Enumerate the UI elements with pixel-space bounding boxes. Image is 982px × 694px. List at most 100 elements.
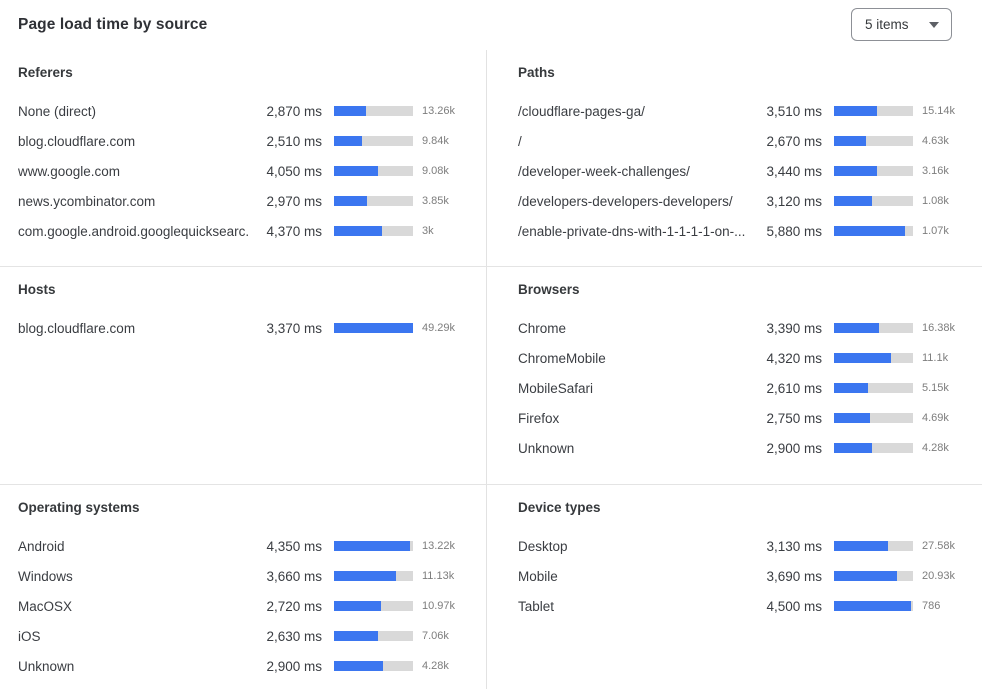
metric-row: ChromeMobile 4,320 ms 11.1k <box>518 343 970 373</box>
panel-device-types: Device types Desktop 3,130 ms 27.58k Mobile… <box>486 485 982 694</box>
row-bar-fill <box>334 323 413 333</box>
metric-row: Firefox 2,750 ms 4.69k <box>518 403 970 433</box>
row-label: MobileSafari <box>518 380 594 396</box>
row-bar-fill <box>334 106 366 116</box>
row-bar-track <box>334 601 413 611</box>
metric-row: blog.cloudflare.com 2,510 ms 9.84k <box>18 126 470 156</box>
row-bar-track <box>334 226 413 236</box>
row-bar-fill <box>834 323 880 333</box>
row-count: 4.69k <box>922 412 949 424</box>
row-bar-fill <box>834 443 872 453</box>
row-bar-track <box>834 323 913 333</box>
row-count: 13.22k <box>422 540 456 552</box>
row-count: 4.63k <box>922 135 949 147</box>
row-count: 27.58k <box>922 540 956 552</box>
row-label: Mobile <box>518 568 558 584</box>
row-load-time: 2,630 ms <box>266 628 322 644</box>
metric-row: Chrome 3,390 ms 16.38k <box>518 313 970 343</box>
metric-row: Android 4,350 ms 13.22k <box>18 531 470 561</box>
row-load-time: 2,870 ms <box>266 103 322 119</box>
row-count: 11.13k <box>422 570 455 582</box>
panel-rows: Android 4,350 ms 13.22k Windows 3,660 ms 11.1… <box>18 531 470 681</box>
metric-row: news.ycombinator.com 2,970 ms 3.85k <box>18 186 470 216</box>
row-load-time: 4,350 ms <box>266 538 322 554</box>
row-count: 10.97k <box>422 600 456 612</box>
row-count: 9.84k <box>422 135 449 147</box>
row-label: /cloudflare-pages-ga/ <box>518 103 645 119</box>
metric-row: Unknown 2,900 ms 4.28k <box>18 651 470 681</box>
card-header: Page load time by source 5 items <box>0 0 982 50</box>
items-count-dropdown-value: 5 items <box>865 17 909 32</box>
row-count: 13.26k <box>422 105 456 117</box>
row-bar-fill <box>834 541 888 551</box>
row-bar-track <box>334 631 413 641</box>
panel-browsers: Browsers Chrome 3,390 ms 16.38k ChromeMobil… <box>486 267 982 485</box>
row-load-time: 2,670 ms <box>766 133 822 149</box>
metric-row: Desktop 3,130 ms 27.58k <box>518 531 970 561</box>
row-bar-track <box>334 661 413 671</box>
row-count: 9.08k <box>422 165 449 177</box>
row-count: 4.28k <box>922 442 949 454</box>
row-label: Android <box>18 538 65 554</box>
row-label: Unknown <box>18 658 75 674</box>
row-bar-fill <box>334 136 362 146</box>
panel-heading: Operating systems <box>18 500 140 515</box>
row-label: Unknown <box>518 440 575 456</box>
row-bar-track <box>334 166 413 176</box>
page-title: Page load time by source <box>18 16 208 33</box>
row-count: 15.14k <box>922 105 956 117</box>
row-bar-fill <box>334 661 383 671</box>
row-bar-track <box>834 443 913 453</box>
metric-row: /developer-week-challenges/3,440 ms 3.16k <box>518 156 970 186</box>
panel-paths: Paths /cloudflare-pages-ga/3,510 ms 15.14… <box>486 50 982 267</box>
row-bar-track <box>334 571 413 581</box>
row-label: None (direct) <box>18 103 97 119</box>
row-count: 20.93k <box>922 570 956 582</box>
metric-row: MobileSafari 2,610 ms 5.15k <box>518 373 970 403</box>
row-bar-track <box>334 541 413 551</box>
panel-rows: /cloudflare-pages-ga/3,510 ms 15.14k / 2,67… <box>518 96 970 246</box>
row-bar-fill <box>334 601 381 611</box>
row-label: news.ycombinator.com <box>18 193 156 209</box>
items-count-dropdown[interactable]: 5 items <box>851 8 952 41</box>
row-bar-track <box>834 383 913 393</box>
panel-heading: Referers <box>18 65 73 80</box>
metric-row: iOS 2,630 ms 7.06k <box>18 621 470 651</box>
row-bar-fill <box>334 631 379 641</box>
row-bar-fill <box>334 541 410 551</box>
metric-row: MacOSX 2,720 ms 10.97k <box>18 591 470 621</box>
row-bar-fill <box>334 196 368 206</box>
panel-heading: Device types <box>518 500 601 515</box>
row-bar-fill <box>834 106 878 116</box>
row-load-time: 3,660 ms <box>266 568 322 584</box>
row-load-time: 4,320 ms <box>766 350 822 366</box>
metric-row: /developers-developers-developers/3,120 … <box>518 186 970 216</box>
metric-row: www.google.com 4,050 ms 9.08k <box>18 156 470 186</box>
metric-row: / 2,670 ms 4.63k <box>518 126 970 156</box>
row-bar-track <box>834 136 913 146</box>
row-bar-track <box>334 136 413 146</box>
row-bar-fill <box>334 226 383 236</box>
metric-row: blog.cloudflare.com 3,370 ms 49.29k <box>18 313 470 343</box>
panel-heading: Browsers <box>518 282 580 297</box>
metric-row: com.google.android.googlequicksearc... 4,… <box>18 216 470 246</box>
row-label: /enable-private-dns-with-1-1-1-1-on-... <box>518 223 746 239</box>
row-count: 1.08k <box>922 195 949 207</box>
row-load-time: 2,720 ms <box>266 598 322 614</box>
row-bar-fill <box>834 136 867 146</box>
row-count: 3k <box>422 225 434 237</box>
row-count: 16.38k <box>922 322 956 334</box>
row-load-time: 2,610 ms <box>766 380 822 396</box>
row-bar-track <box>834 226 913 236</box>
row-bar-fill <box>334 166 379 176</box>
row-bar-track <box>334 323 413 333</box>
row-load-time: 3,690 ms <box>766 568 822 584</box>
row-load-time: 4,050 ms <box>266 163 322 179</box>
row-load-time: 2,970 ms <box>266 193 322 209</box>
row-label: MacOSX <box>18 598 73 614</box>
row-load-time: 3,370 ms <box>266 320 322 336</box>
panel-heading: Paths <box>518 65 555 80</box>
row-load-time: 2,900 ms <box>266 658 322 674</box>
row-load-time: 2,900 ms <box>766 440 822 456</box>
row-load-time: 3,120 ms <box>766 193 822 209</box>
